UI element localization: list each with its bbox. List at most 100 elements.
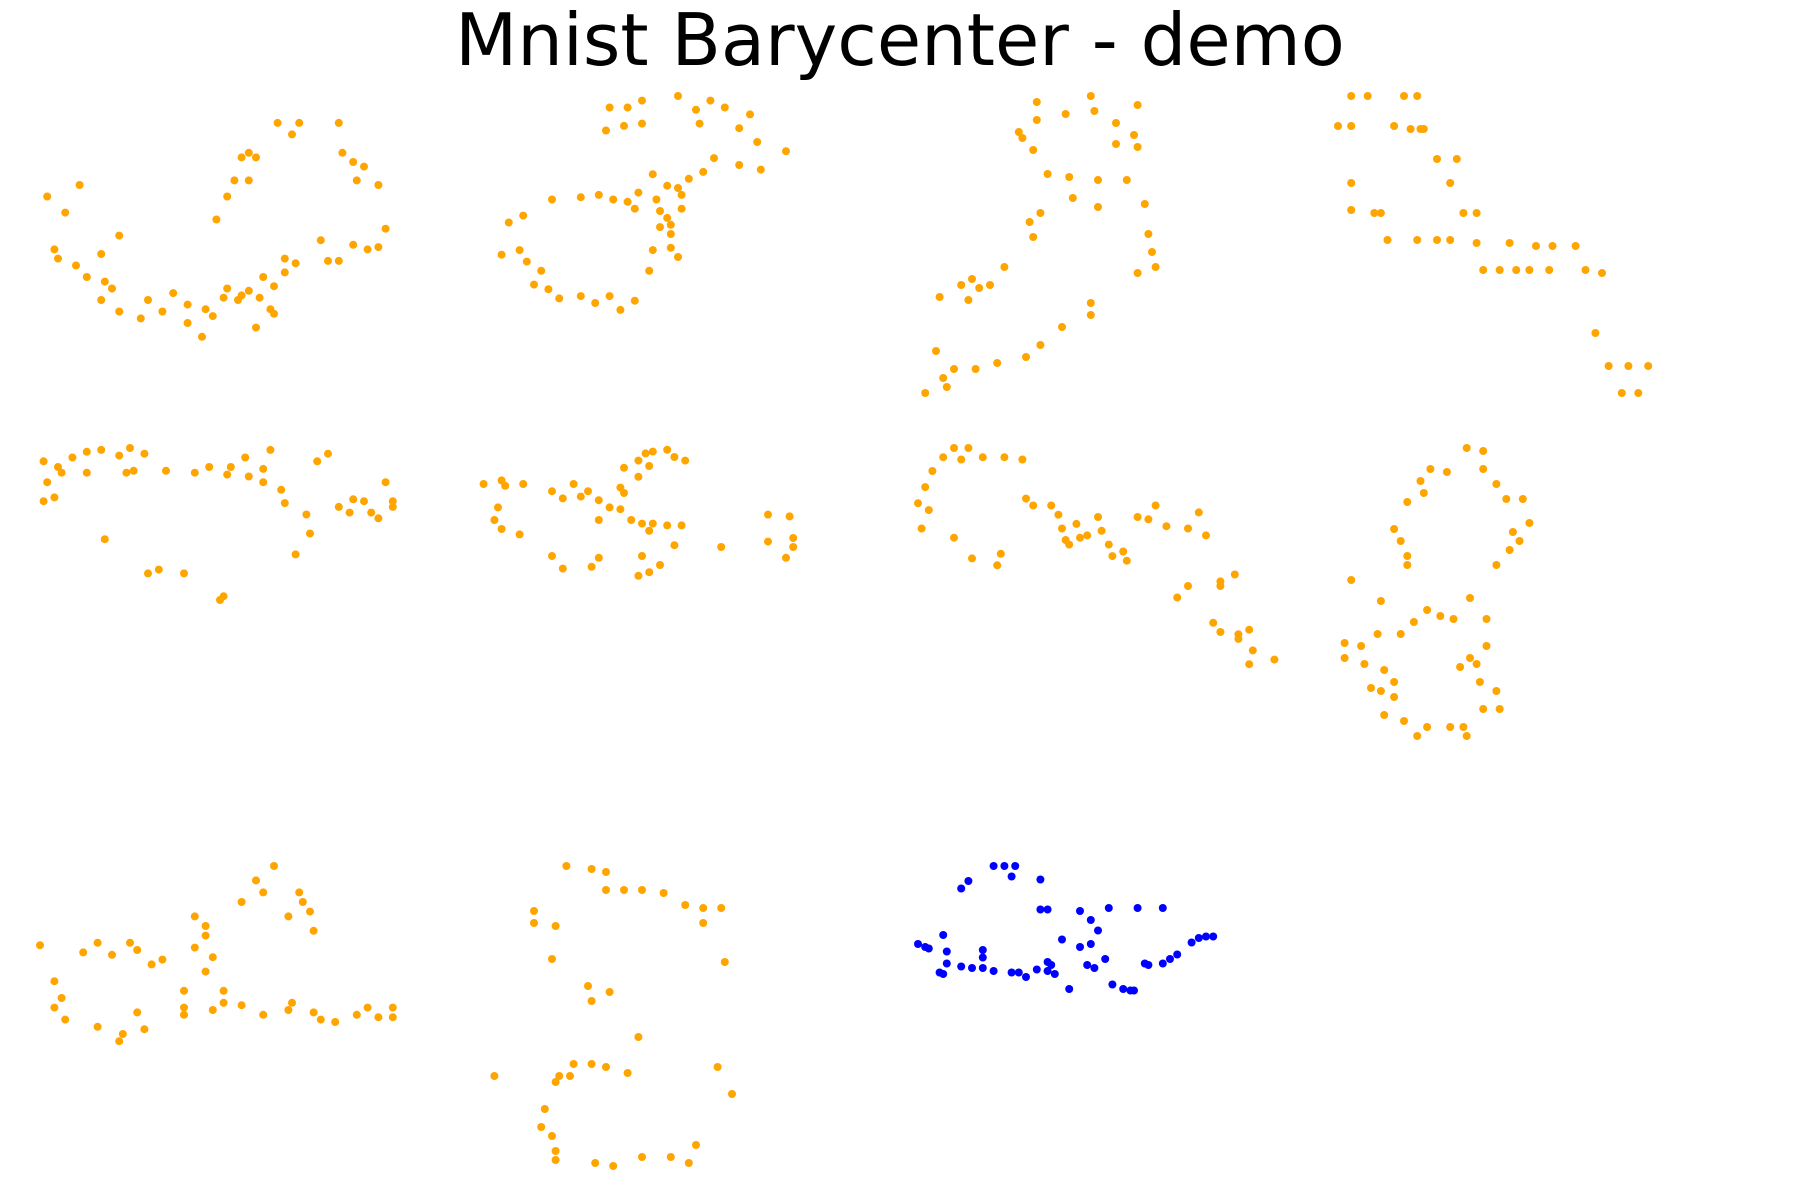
scatter-point [587, 997, 596, 1005]
scatter-point [1472, 660, 1481, 668]
scatter-point [1014, 128, 1023, 136]
scatter-point [735, 124, 744, 133]
scatter-point [620, 463, 628, 472]
scatter-point [237, 291, 246, 300]
scatter-point [1492, 480, 1501, 488]
scatter-point [623, 103, 632, 112]
scatter-point [616, 483, 625, 492]
scatter-point [1403, 552, 1412, 560]
scatter-point [562, 862, 571, 870]
scatter-point [1376, 597, 1385, 605]
scatter-point [1634, 389, 1643, 397]
scatter-point [219, 986, 228, 995]
scatter-point [605, 988, 614, 996]
scatter-point [252, 876, 260, 885]
scatter-point [652, 195, 661, 204]
scatter-point [1495, 266, 1504, 274]
scatter-point [602, 126, 610, 135]
scatter-point [1025, 218, 1034, 226]
scatter-point [1097, 526, 1106, 535]
scatter-point [108, 284, 116, 293]
scatter-point [663, 213, 672, 222]
scatter-point [594, 553, 603, 562]
scatter-point [374, 514, 383, 523]
scatter-point [674, 184, 682, 192]
scatter-point [1209, 618, 1218, 627]
scatter-point [1184, 524, 1192, 533]
scatter-point [1043, 905, 1052, 914]
scatter-point [1187, 938, 1196, 947]
scatter-point [1505, 546, 1514, 554]
scatter-point [681, 456, 690, 465]
scatter-point [540, 1105, 549, 1113]
scatter-point [309, 1008, 318, 1017]
scatter-point [1512, 266, 1521, 274]
scatter-point [288, 998, 296, 1007]
scatter-point [1548, 242, 1557, 250]
scatter-panel-5 [39, 444, 397, 604]
scatter-panel-7 [914, 444, 1279, 669]
scatter-point [569, 1060, 578, 1068]
scatter-point [1340, 654, 1349, 662]
scatter-point [695, 119, 704, 128]
scatter-point [169, 289, 178, 298]
scatter-point [1166, 955, 1174, 963]
scatter-point [950, 365, 958, 373]
scatter-point [782, 553, 790, 562]
scatter-point [1054, 510, 1063, 519]
scatter-point [198, 332, 206, 341]
scatter-point [61, 208, 70, 217]
scatter-point [989, 967, 998, 975]
scatter-point [190, 468, 199, 477]
scatter-point [208, 1006, 217, 1014]
scatter-point [1068, 194, 1077, 202]
scatter-point [1462, 732, 1471, 740]
scatter-point [764, 537, 772, 546]
scatter-point [144, 569, 152, 578]
scatter-point [1209, 932, 1218, 941]
scatter-point [57, 468, 66, 477]
scatter-point [968, 554, 976, 563]
scatter-point [710, 154, 718, 163]
scatter-point [645, 266, 654, 275]
scatter-point [957, 455, 966, 464]
scatter-point [140, 449, 149, 458]
scatter-point [753, 138, 762, 146]
scatter-point [284, 1006, 293, 1014]
scatter-point [1340, 639, 1349, 647]
scatter-point [594, 190, 603, 199]
scatter-point [942, 959, 951, 968]
scatter-point [530, 919, 538, 927]
scatter-point [551, 1147, 560, 1155]
scatter-point [212, 215, 221, 224]
scatter-point [681, 901, 690, 909]
scatter-point [1357, 642, 1366, 650]
scatter-point [548, 1132, 556, 1140]
scatter-point [656, 207, 664, 215]
scatter-point [1452, 155, 1461, 163]
scatter-point [609, 195, 618, 204]
scatter-point [1086, 940, 1095, 948]
scatter-point [280, 268, 289, 277]
scatter-point [1591, 329, 1600, 337]
scatter-point [1133, 143, 1142, 151]
scatter-point [939, 453, 948, 462]
scatter-point [306, 907, 314, 916]
scatter-point [1133, 101, 1142, 109]
scatter-point [1032, 98, 1041, 106]
scatter-point [989, 862, 998, 870]
scatter-point [1058, 935, 1066, 944]
scatter-point [1194, 934, 1203, 942]
scatter-point [1525, 266, 1534, 274]
scatter-point [1202, 531, 1210, 540]
scatter-point [381, 478, 390, 487]
scatter-point [645, 526, 654, 535]
scatter-point [1094, 926, 1102, 935]
scatter-point [515, 530, 524, 539]
scatter-point [986, 281, 994, 289]
scatter-point [338, 148, 347, 157]
scatter-point [298, 898, 307, 906]
scatter-point [259, 464, 268, 473]
scatter-point [950, 533, 958, 542]
scatter-point [1047, 501, 1056, 510]
